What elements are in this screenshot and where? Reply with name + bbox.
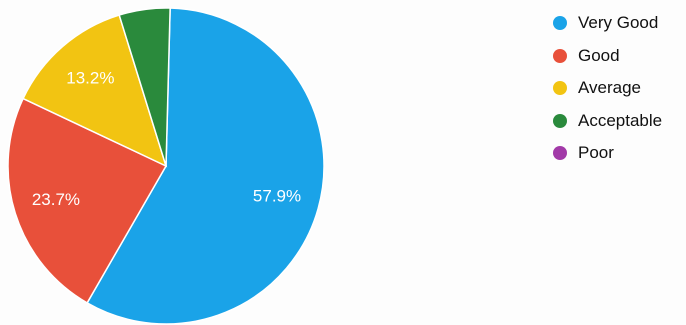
slice-label-good: 23.7% bbox=[32, 190, 80, 209]
legend-item-good[interactable]: Good bbox=[553, 45, 662, 67]
pie-slice-very-good[interactable] bbox=[86, 7, 325, 325]
legend-label-very-good: Very Good bbox=[578, 13, 659, 32]
legend-item-acceptable[interactable]: Acceptable bbox=[553, 110, 662, 132]
legend-label-good: Good bbox=[578, 45, 620, 65]
legend-label-acceptable: Acceptable bbox=[578, 110, 663, 130]
legend-item-poor[interactable]: Poor bbox=[553, 142, 662, 164]
legend-item-very-good[interactable]: Very Good bbox=[553, 12, 662, 34]
pie-slice-acceptable[interactable] bbox=[118, 7, 171, 167]
slice-label-very-good: 57.9% bbox=[253, 187, 301, 206]
pie-data-labels: 57.9% 23.7% 13.2% bbox=[32, 68, 301, 209]
pie-chart: 57.9% 23.7% 13.2% bbox=[7, 7, 325, 325]
pie-slices bbox=[7, 7, 325, 325]
legend-swatch-good bbox=[553, 48, 567, 63]
legend-swatch-poor bbox=[553, 146, 567, 160]
legend-item-average[interactable]: Average bbox=[553, 77, 662, 99]
legend-label-average: Average bbox=[578, 78, 642, 97]
legend-swatch-very-good bbox=[553, 16, 567, 30]
legend: Very Good Good Average Acceptable Poor bbox=[553, 12, 662, 175]
legend-label-poor: Poor bbox=[578, 143, 614, 162]
slice-label-average: 13.2% bbox=[66, 68, 114, 87]
pie-slice-good[interactable] bbox=[7, 97, 168, 304]
legend-swatch-average bbox=[553, 81, 567, 95]
legend-swatch-acceptable bbox=[553, 113, 567, 128]
